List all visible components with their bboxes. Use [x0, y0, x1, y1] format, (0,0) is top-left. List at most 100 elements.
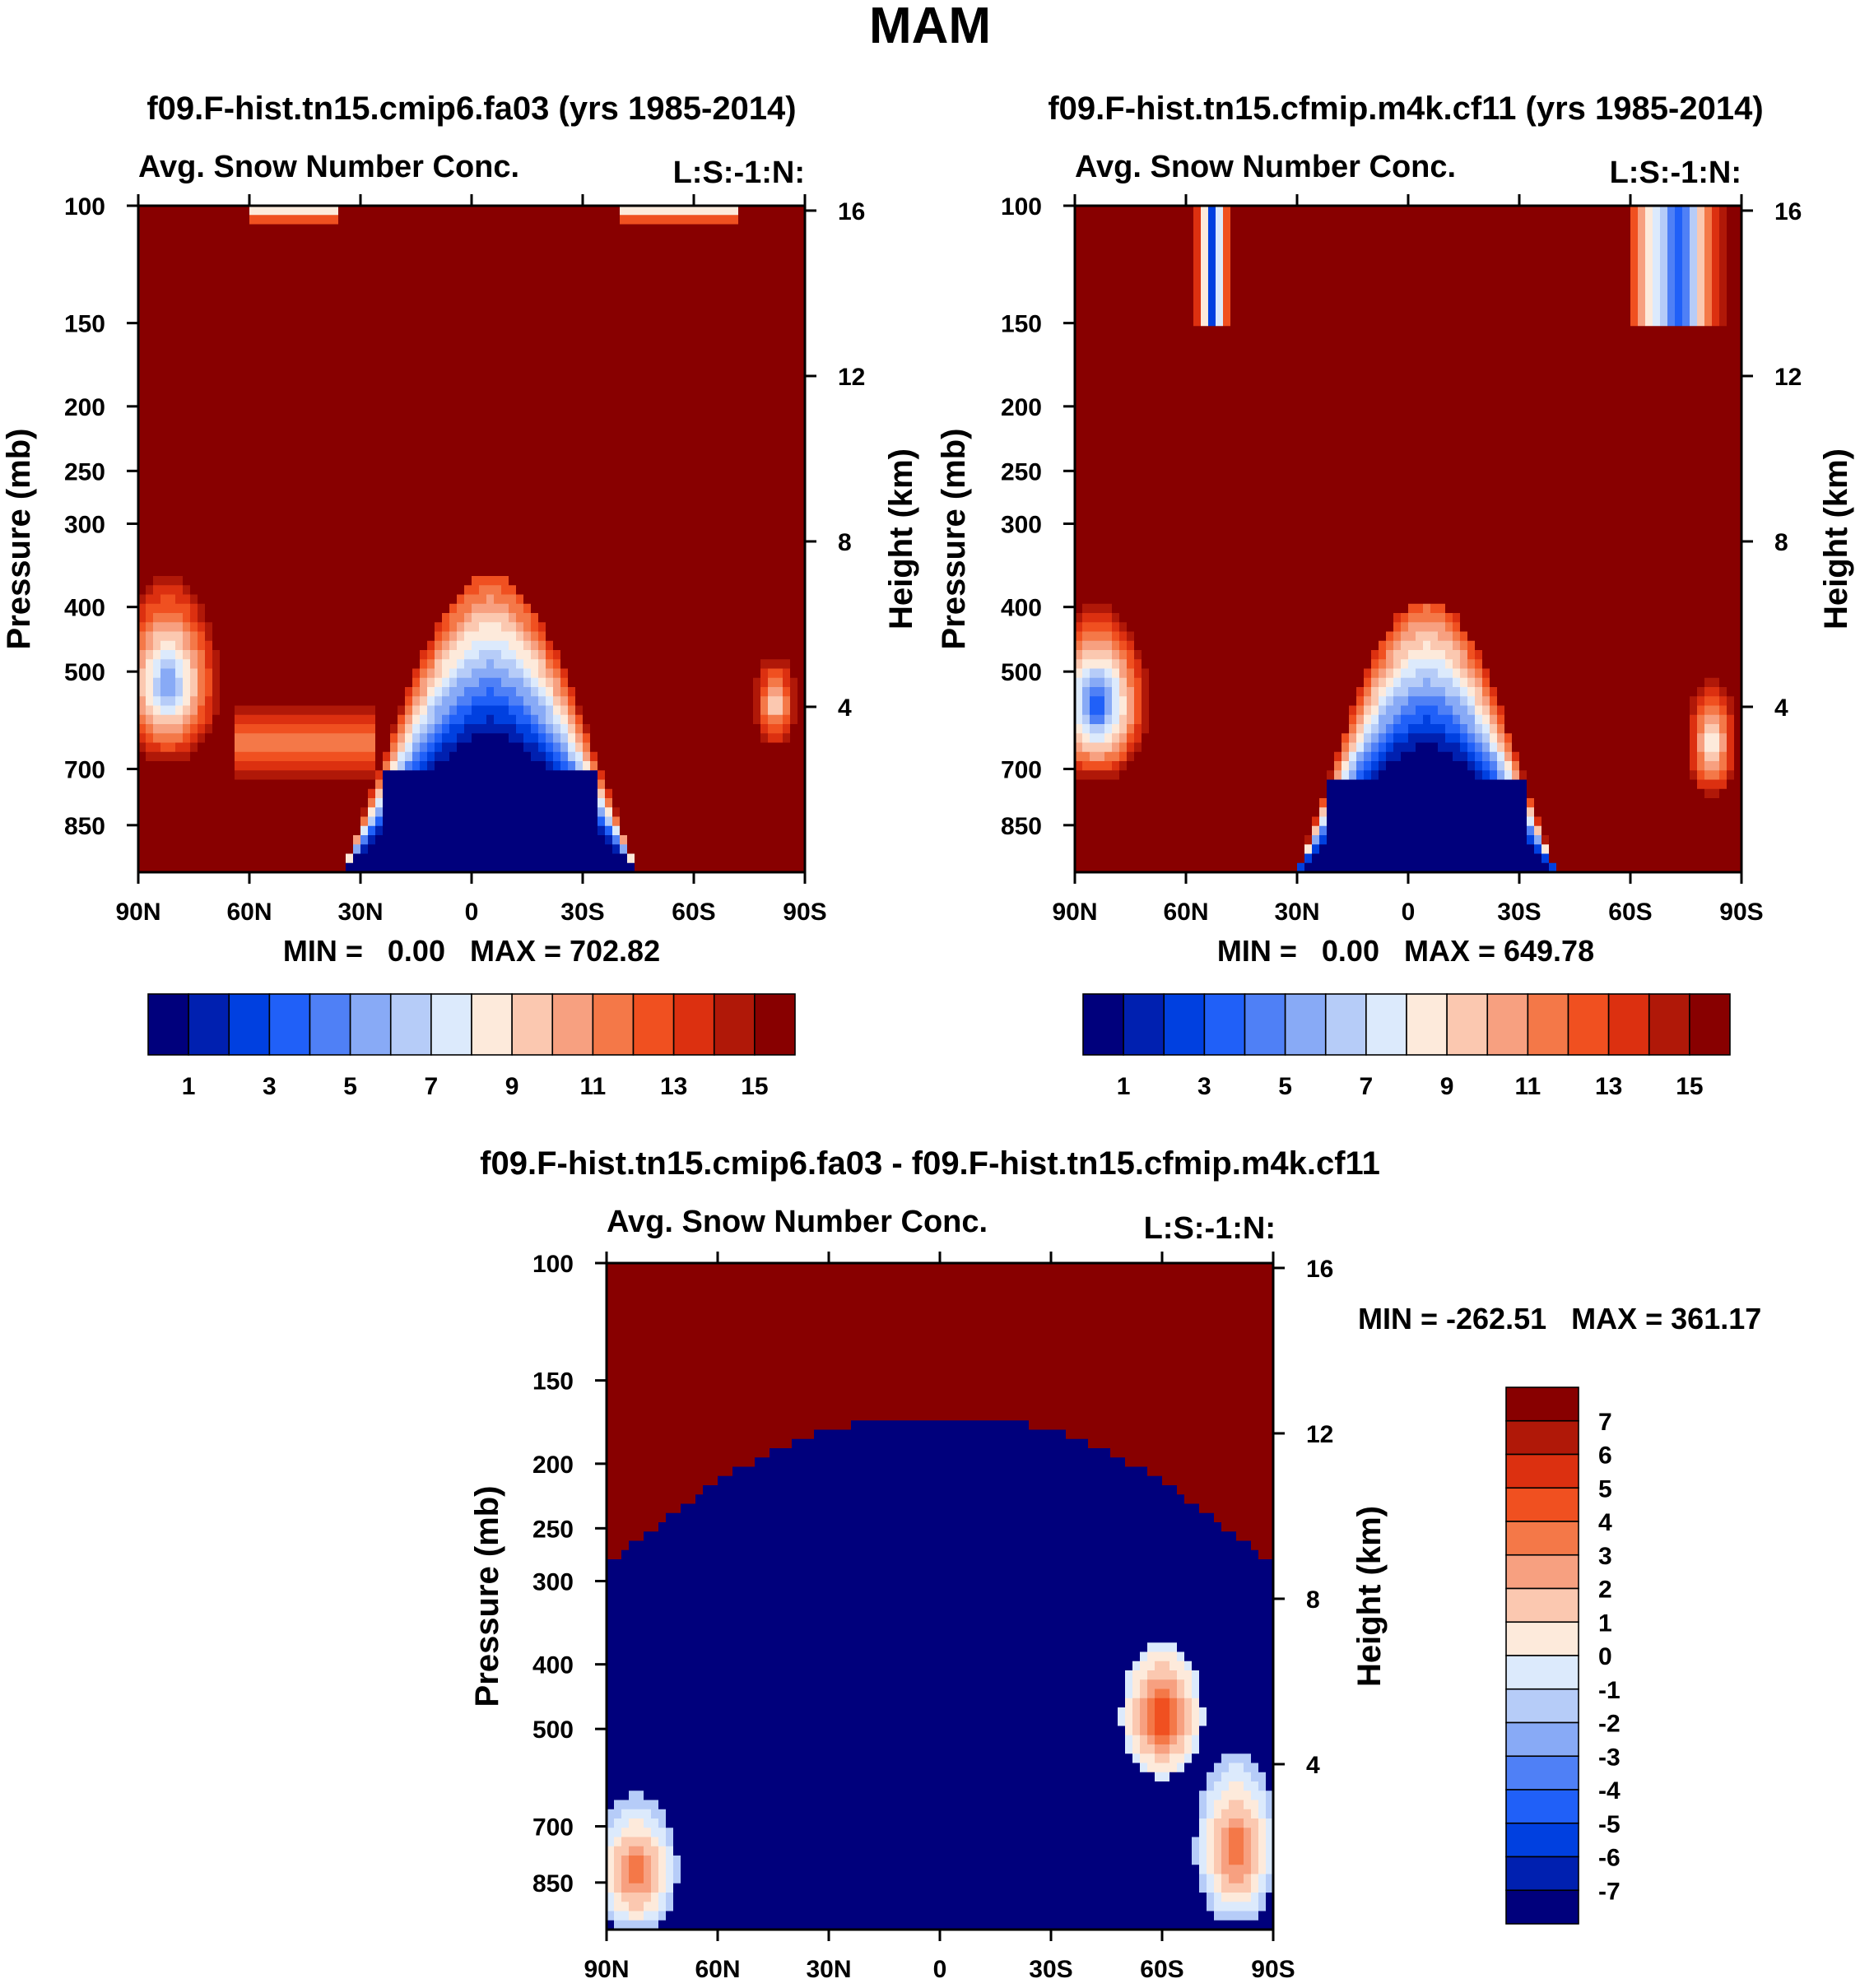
contour-cell [242, 363, 250, 373]
contour-cell [360, 317, 369, 327]
contour-cell [501, 336, 509, 346]
contour-cell [279, 669, 287, 679]
contour-cell [442, 391, 450, 401]
contour-cell [168, 391, 176, 401]
contour-cell [457, 659, 465, 669]
contour-cell [494, 410, 502, 420]
contour-cell [442, 659, 450, 669]
contour-cell [398, 669, 406, 679]
contour-cell [486, 752, 495, 762]
contour-cell [405, 761, 413, 771]
contour-cell [479, 410, 487, 420]
contour-cell [442, 289, 450, 299]
contour-cell [235, 521, 243, 531]
contour-cell [568, 641, 576, 651]
contour-cell [560, 530, 569, 540]
contour-cell [464, 215, 472, 225]
contour-cell [375, 798, 384, 808]
contour-cell [227, 558, 235, 568]
contour-cell [168, 669, 176, 679]
contour-cell [160, 215, 169, 225]
contour-cell [190, 289, 198, 299]
contour-cell [301, 622, 309, 632]
contour-cell [383, 308, 391, 318]
contour-cell [198, 650, 206, 660]
contour-cell [568, 632, 576, 642]
contour-cell [560, 854, 569, 864]
contour-cell [501, 400, 509, 410]
contour-cell [405, 493, 413, 503]
contour-cell [242, 252, 250, 262]
contour-cell [153, 798, 161, 808]
contour-cell [590, 826, 598, 836]
contour-cell [375, 382, 384, 392]
contour-cell [368, 262, 376, 272]
contour-cell [331, 345, 339, 355]
contour-cell [338, 326, 346, 336]
contour-cell [153, 696, 161, 706]
contour-cell [501, 752, 509, 762]
contour-cell [309, 262, 317, 272]
contour-cell [279, 641, 287, 651]
contour-cell [568, 807, 576, 817]
contour-cell [538, 363, 546, 373]
contour-cell [249, 289, 258, 299]
contour-cell [257, 835, 265, 845]
contour-cell [546, 613, 554, 623]
contour-cell [153, 659, 161, 669]
contour-cell [220, 632, 228, 642]
contour-cell [205, 844, 213, 854]
contour-cell [435, 743, 443, 753]
contour-cell [309, 336, 317, 346]
contour-cell [264, 761, 272, 771]
contour-cell [257, 317, 265, 327]
contour-cell [353, 243, 361, 253]
contour-cell [198, 724, 206, 734]
contour-cell [546, 678, 554, 688]
contour-cell [190, 391, 198, 401]
contour-cell [264, 548, 272, 558]
contour-cell [583, 289, 591, 299]
contour-cell [575, 206, 584, 216]
contour-cell [420, 493, 428, 503]
contour-cell [242, 604, 250, 614]
contour-cell [212, 604, 221, 614]
contour-cell [286, 465, 295, 475]
contour-cell [486, 595, 495, 605]
contour-cell [523, 835, 532, 845]
contour-cell [442, 447, 450, 457]
contour-cell [486, 363, 495, 373]
contour-cell [153, 252, 161, 262]
contour-cell [220, 548, 228, 558]
contour-cell [464, 502, 472, 512]
contour-cell [546, 243, 554, 253]
contour-cell [375, 215, 384, 225]
contour-cell [486, 252, 495, 262]
contour-cell [523, 289, 532, 299]
contour-cell [405, 752, 413, 762]
contour-cell [435, 474, 443, 484]
contour-cell [227, 585, 235, 595]
contour-cell [538, 789, 546, 799]
contour-cell [168, 474, 176, 484]
contour-cell [538, 410, 546, 420]
contour-cell [249, 585, 258, 595]
contour-cell [323, 798, 332, 808]
contour-cell [538, 419, 546, 429]
contour-cell [494, 511, 502, 521]
contour-cell [331, 678, 339, 688]
contour-cell [190, 817, 198, 827]
contour-cell [257, 595, 265, 605]
contour-cell [227, 447, 235, 457]
contour-cell [346, 807, 354, 817]
contour-cell [264, 576, 272, 586]
contour-cell [190, 724, 198, 734]
contour-cell [398, 410, 406, 420]
contour-cell [509, 234, 517, 244]
contour-cell [375, 262, 384, 272]
contour-cell [323, 622, 332, 632]
contour-cell [427, 650, 435, 660]
contour-cell [472, 326, 480, 336]
contour-cell [420, 835, 428, 845]
contour-cell [220, 641, 228, 651]
